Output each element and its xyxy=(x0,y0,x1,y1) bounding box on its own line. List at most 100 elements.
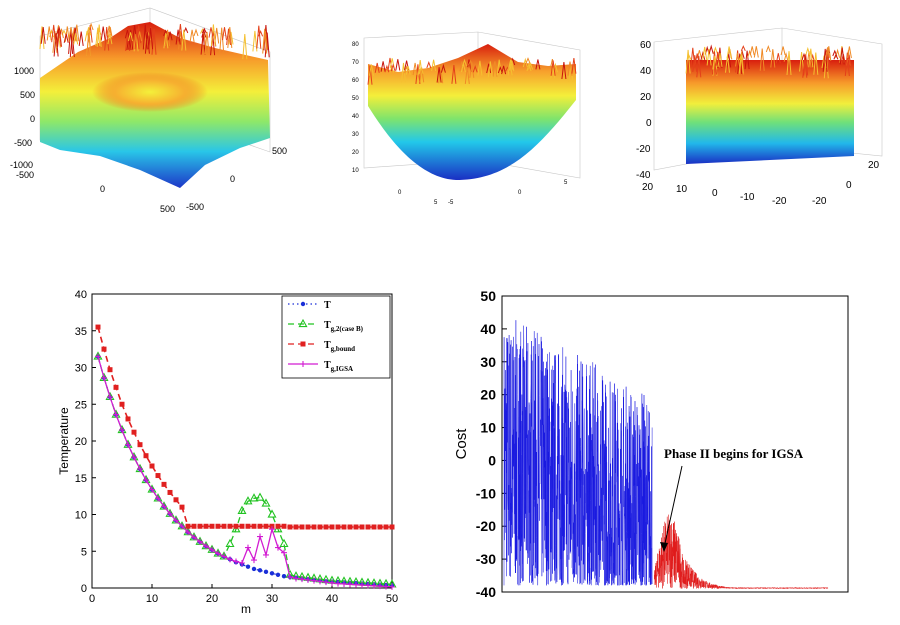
surface-spike xyxy=(747,49,753,58)
z-tick: 20 xyxy=(352,150,359,156)
y-tick: 500 xyxy=(272,146,287,156)
data-point xyxy=(227,523,233,529)
surface-spike xyxy=(128,32,133,42)
x-tick-label: 20 xyxy=(206,593,218,605)
surface-spike xyxy=(95,27,101,47)
surface-spike xyxy=(783,52,789,62)
data-point xyxy=(239,523,245,529)
data-point xyxy=(257,523,263,529)
data-point xyxy=(209,546,215,553)
data-point xyxy=(263,551,269,558)
surface-spike xyxy=(810,53,816,64)
y-tick: 20 xyxy=(868,160,880,171)
surface-spike xyxy=(39,26,45,50)
data-point xyxy=(267,509,277,518)
surface-spike xyxy=(214,27,220,44)
data-point xyxy=(275,572,281,577)
y-tick-label: 30 xyxy=(480,354,496,370)
surface-spike xyxy=(181,29,187,51)
surface-spike xyxy=(63,33,69,43)
surface-spike xyxy=(753,46,759,58)
data-point xyxy=(221,523,227,529)
surface-spike xyxy=(124,29,130,39)
data-point xyxy=(287,573,293,580)
surface-spike xyxy=(40,27,46,44)
y-tick-label: 10 xyxy=(75,510,87,522)
data-point xyxy=(113,411,119,418)
data-point xyxy=(359,582,365,589)
surface-spike xyxy=(51,24,57,43)
surface-spike xyxy=(404,65,410,74)
surface-spike xyxy=(528,62,534,70)
surface-spike xyxy=(459,61,465,72)
surface-spike xyxy=(440,63,446,73)
surface-spike xyxy=(418,65,424,74)
y-tick-label: 15 xyxy=(75,473,87,485)
surface-spike xyxy=(775,53,781,64)
y-tick: 0 xyxy=(846,180,852,191)
data-point xyxy=(323,579,329,586)
data-point xyxy=(143,476,149,483)
x-tick: 10 xyxy=(676,184,688,195)
data-point xyxy=(311,577,317,584)
y-tick-label: -20 xyxy=(476,518,496,534)
y-tick-label: 40 xyxy=(75,289,87,301)
surface-spike xyxy=(262,30,268,50)
surface-1-ticks: 1000 500 0 -500 -1000 -500 0 500 500 0 -… xyxy=(10,66,287,214)
surface-spike xyxy=(405,66,411,75)
data-point xyxy=(371,582,377,589)
surface-spike xyxy=(509,60,515,72)
z-tick: 30 xyxy=(352,132,359,138)
surface-spike xyxy=(100,26,106,41)
x-tick-label: 30 xyxy=(266,593,278,605)
data-point xyxy=(257,533,263,540)
data-point xyxy=(215,523,221,529)
data-point xyxy=(215,550,221,557)
cost-chart-svg: 50 40 30 20 10 0 -10 -20 -30 -40 Cost Phase II be… xyxy=(453,288,849,600)
y-axis-label: Temperature xyxy=(57,407,71,475)
data-point xyxy=(167,510,173,517)
data-point xyxy=(107,393,113,400)
x-tick: 20 xyxy=(642,182,654,193)
z-tick: 60 xyxy=(352,78,359,84)
surface-spike xyxy=(686,54,692,60)
data-point xyxy=(233,523,239,529)
y-axis-label: Cost xyxy=(453,428,470,460)
surface-spike xyxy=(165,29,171,47)
surface-spike xyxy=(88,22,94,31)
surface-spike xyxy=(824,54,830,66)
data-point xyxy=(227,556,233,563)
surface-spike xyxy=(53,33,59,57)
surface-spike xyxy=(501,65,507,75)
surface-spike xyxy=(368,64,374,76)
z-tick: 80 xyxy=(352,42,359,48)
series-Tg-IGSA xyxy=(95,353,395,590)
surface-spike xyxy=(525,57,531,64)
z-tick: 40 xyxy=(352,114,359,120)
data-point xyxy=(161,503,167,510)
data-point xyxy=(263,523,269,529)
z-tick: 60 xyxy=(640,40,652,51)
data-point xyxy=(299,576,305,583)
surface-spike xyxy=(487,61,493,78)
data-point xyxy=(137,442,143,448)
surface-spike xyxy=(431,59,437,72)
series-phase-1 xyxy=(503,320,653,586)
x-axis-label: m xyxy=(241,602,251,616)
data-point xyxy=(131,429,137,435)
data-point xyxy=(179,504,185,510)
surface-spike xyxy=(193,28,199,37)
data-point xyxy=(95,353,101,360)
surface-spike xyxy=(68,27,74,39)
data-point xyxy=(281,549,287,556)
surface-spike xyxy=(839,47,845,65)
data-point xyxy=(251,557,257,564)
data-point xyxy=(279,538,289,548)
surface-spike xyxy=(813,52,819,75)
data-point xyxy=(119,401,125,407)
x-tick-label: 0 xyxy=(89,593,95,605)
z-tick: 500 xyxy=(20,90,35,100)
surface-spike xyxy=(252,30,258,52)
legend-marker xyxy=(300,301,306,307)
surface-spike xyxy=(384,64,390,73)
